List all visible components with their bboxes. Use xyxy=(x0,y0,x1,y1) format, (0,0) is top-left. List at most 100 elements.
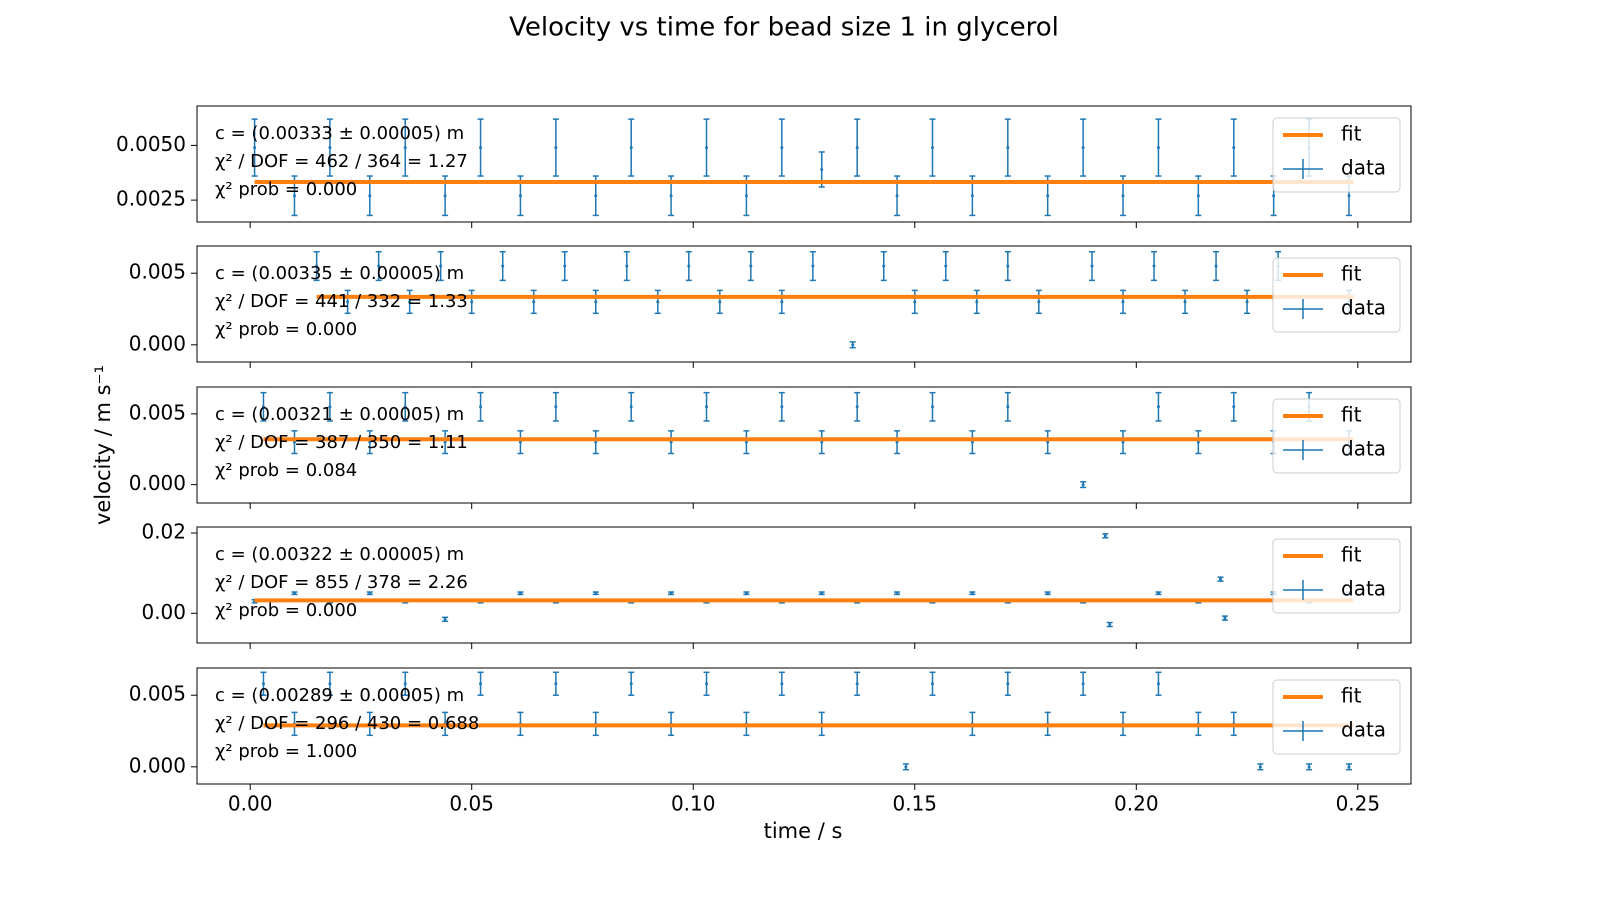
data-point xyxy=(855,682,859,686)
error-bar xyxy=(1106,621,1113,628)
data-point xyxy=(1121,440,1125,444)
data-point xyxy=(1108,623,1112,627)
axes-frame xyxy=(196,105,1412,223)
plot-area xyxy=(251,118,1354,217)
error-bar xyxy=(260,671,267,696)
y-tick-label: 0.0025 xyxy=(116,187,186,211)
legend-label: fit xyxy=(1341,543,1362,567)
data-point xyxy=(479,682,483,686)
annotation: c = (0.00333 ± 0.00005) m xyxy=(215,123,464,144)
data-point xyxy=(669,591,673,595)
data-point xyxy=(705,405,709,409)
data-point xyxy=(1232,405,1236,409)
error-bar xyxy=(366,430,373,455)
data-point xyxy=(443,440,447,444)
data-point xyxy=(1046,194,1050,198)
error-bar xyxy=(437,250,444,282)
error-bar xyxy=(1044,430,1051,455)
error-bar xyxy=(442,430,449,455)
annotation: χ² prob = 0.000 xyxy=(215,600,357,621)
legend-label: data xyxy=(1341,718,1386,742)
data-point xyxy=(1046,440,1050,444)
data-point xyxy=(895,440,899,444)
data-point xyxy=(518,591,522,595)
error-bar xyxy=(1102,533,1109,539)
y-tick-label: 0.005 xyxy=(129,400,186,424)
error-bar xyxy=(517,175,524,217)
x-tick-label: 0.20 xyxy=(1114,792,1159,816)
error-bar xyxy=(1151,250,1158,282)
error-bar xyxy=(1044,591,1051,596)
error-bar xyxy=(344,289,351,315)
error-bar xyxy=(468,289,475,315)
data-point xyxy=(292,591,296,595)
data-point xyxy=(1081,146,1085,150)
data-point xyxy=(1258,765,1262,769)
data-point xyxy=(669,194,673,198)
error-bar xyxy=(1080,118,1087,177)
error-bar xyxy=(1217,576,1224,582)
plot-area xyxy=(251,533,1354,628)
data-point xyxy=(1347,194,1351,198)
data-point xyxy=(820,167,824,171)
data-point xyxy=(328,405,332,409)
error-bar xyxy=(854,391,861,422)
data-point xyxy=(594,440,598,444)
error-bar xyxy=(716,289,723,315)
error-bar xyxy=(552,671,559,696)
data-point xyxy=(518,440,522,444)
plot-area xyxy=(260,671,1354,771)
error-bar xyxy=(406,289,413,315)
error-bar xyxy=(942,250,949,282)
data-point xyxy=(368,440,372,444)
axes-frame xyxy=(196,386,1412,504)
error-bar xyxy=(326,671,333,696)
y-tick-label: 0.000 xyxy=(129,471,186,495)
data-point xyxy=(1006,264,1010,268)
data-point xyxy=(554,146,558,150)
error-bar xyxy=(291,591,298,596)
error-bar xyxy=(561,250,568,282)
data-point xyxy=(629,682,633,686)
error-bar xyxy=(1080,481,1087,489)
annotation: c = (0.00289 ± 0.00005) m xyxy=(215,685,464,706)
error-bar xyxy=(1195,430,1202,455)
error-bar xyxy=(326,391,333,422)
error-bar xyxy=(1120,289,1127,315)
error-bar xyxy=(809,250,816,282)
axes-frame xyxy=(196,526,1412,644)
error-bar xyxy=(880,250,887,282)
data-point xyxy=(970,194,974,198)
error-bar xyxy=(592,591,599,596)
data-point xyxy=(718,300,722,304)
annotation: χ² / DOF = 387 / 350 = 1.11 xyxy=(215,432,468,453)
x-tick-label: 0.25 xyxy=(1336,792,1381,816)
legend-label: fit xyxy=(1341,262,1362,286)
error-bar xyxy=(375,250,382,282)
error-bar xyxy=(1182,289,1189,315)
error-bar xyxy=(1080,671,1087,696)
data-point xyxy=(1006,405,1010,409)
x-axis-label: time / s xyxy=(764,819,843,843)
error-bar xyxy=(477,118,484,177)
data-point xyxy=(1090,264,1094,268)
data-point xyxy=(629,405,633,409)
error-bar xyxy=(291,430,298,455)
x-tick-label: 0.15 xyxy=(893,792,938,816)
error-bar xyxy=(668,591,675,596)
data-point xyxy=(820,440,824,444)
error-bar xyxy=(1004,250,1011,282)
error-bar xyxy=(894,591,901,596)
error-bar xyxy=(668,430,675,455)
data-point xyxy=(1196,194,1200,198)
error-bar xyxy=(854,118,861,177)
data-point xyxy=(744,440,748,444)
data-point xyxy=(408,300,412,304)
data-point xyxy=(594,194,598,198)
annotation: c = (0.00321 ± 0.00005) m xyxy=(215,404,464,425)
data-point xyxy=(895,194,899,198)
annotation: c = (0.00335 ± 0.00005) m xyxy=(215,263,464,284)
error-bar xyxy=(1004,118,1011,177)
annotation: χ² prob = 1.000 xyxy=(215,741,357,762)
plot-area xyxy=(313,250,1354,349)
